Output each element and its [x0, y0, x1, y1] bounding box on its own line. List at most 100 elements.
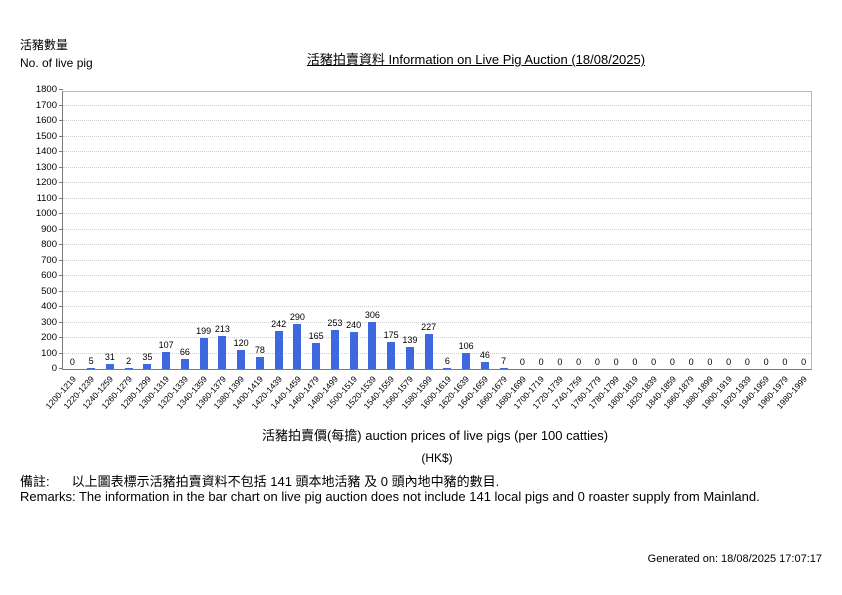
gridline: [63, 104, 811, 106]
bar-value-label: 46: [479, 350, 490, 360]
y-tick-mark: [59, 368, 63, 369]
bar-value-label: 253: [327, 318, 343, 328]
bar: [218, 336, 227, 369]
bar-value-label: 0: [632, 357, 638, 367]
bar-value-label: 78: [254, 345, 265, 355]
gridline: [63, 259, 811, 261]
bar-value-label: 0: [726, 357, 732, 367]
y-tick-label: 100: [41, 347, 57, 359]
bar-value-label: 107: [158, 340, 174, 350]
bar-value-label: 175: [383, 330, 399, 340]
bar: [274, 331, 283, 369]
remark-en: Remarks: The information in the bar char…: [20, 489, 760, 504]
y-tick-mark: [59, 244, 63, 245]
y-tick-label: 400: [41, 301, 57, 312]
bar-value-label: 0: [782, 357, 788, 367]
bar-value-label: 0: [538, 357, 544, 367]
bar-value-label: 2: [126, 356, 132, 366]
y-tick-label: 600: [41, 270, 57, 281]
y-tick-mark: [59, 213, 63, 214]
bar-value-label: 0: [651, 357, 657, 367]
x-axis-title: 活豬拍賣價(每擔) auction prices of live pigs (p…: [261, 428, 609, 443]
gridline: [63, 182, 811, 183]
gridline: [63, 135, 811, 137]
remark-zh-label: 備註:: [20, 474, 50, 489]
bar-value-label: 0: [519, 357, 525, 367]
y-tick-label: 1600: [35, 115, 57, 126]
bar-value-label: 106: [458, 341, 474, 351]
bar: [105, 364, 114, 369]
y-tick-label: 1500: [35, 130, 57, 142]
bar: [124, 368, 133, 369]
gridline: [63, 228, 811, 230]
bar-value-label: 0: [557, 357, 563, 367]
gridline: [63, 306, 811, 307]
bar: [199, 338, 208, 369]
remark-zh-text: 以上圖表標示活豬拍賣資料不包括 141 頭本地活豬 及 0 頭內地中豬的數目.: [71, 474, 500, 489]
gridline: [63, 151, 811, 152]
bar-value-label: 227: [421, 322, 437, 332]
y-tick-label: 300: [41, 316, 57, 328]
y-tick-label: 1400: [35, 146, 57, 157]
y-tick-mark: [59, 259, 63, 261]
gridline: [63, 213, 811, 214]
y-tick-label: 1800: [35, 84, 57, 95]
bar-value-label: 7: [501, 356, 507, 366]
y-tick-label: 0: [51, 363, 57, 374]
gridline: [63, 244, 811, 245]
gridline: [63, 120, 811, 121]
y-tick-label: 1200: [35, 177, 57, 188]
y-tick-label: 900: [41, 223, 57, 235]
y-tick-mark: [59, 120, 63, 121]
x-axis-unit: (HK$): [421, 451, 453, 465]
y-tick-label: 500: [41, 285, 57, 297]
bar-value-label: 0: [763, 357, 769, 367]
bar: [293, 324, 302, 369]
bar: [405, 347, 414, 369]
gridline: [63, 166, 811, 168]
bar: [237, 350, 246, 369]
y-tick-mark: [59, 182, 63, 183]
bar-value-label: 0: [744, 357, 750, 367]
bar-value-label: 0: [69, 357, 75, 367]
gridlines-layer: [63, 92, 811, 369]
y-tick-label: 1300: [35, 161, 57, 173]
bar-value-label: 240: [346, 320, 362, 330]
y-tick-mark: [59, 104, 63, 106]
bar-value-label: 5: [88, 356, 94, 366]
bar-value-label: 213: [214, 324, 230, 334]
gridline: [63, 290, 811, 292]
bar-value-label: 242: [271, 319, 287, 329]
bars-layer: 0 5 31 2 35 107 66 199 213 120 78 242 290 165 253 240 30…: [63, 92, 811, 369]
y-tick-label: 1000: [35, 208, 57, 219]
bar: [387, 342, 396, 369]
bar: [330, 330, 339, 369]
y-axis-layer: 0 100 200 300 400 500 600 700 800 900 1000 1100 1200…: [36, 84, 811, 374]
bar-value-label: 0: [613, 357, 619, 367]
bar-value-label: 139: [402, 335, 418, 345]
bar: [480, 362, 489, 369]
y-tick-label: 200: [41, 332, 57, 343]
gridline: [63, 337, 811, 338]
bar-value-label: 0: [576, 357, 582, 367]
bar-value-label: 31: [104, 352, 115, 362]
bar-value-label: 165: [308, 331, 324, 341]
y-tick-mark: [59, 135, 63, 137]
bar-value-label: 120: [233, 338, 249, 348]
gridline: [63, 321, 811, 323]
y-tick-mark: [59, 151, 63, 152]
y-tick-label: 1700: [35, 99, 57, 111]
y-axis-header: 活豬數量 No. of live pig: [20, 36, 93, 72]
bar: [443, 368, 452, 369]
bar: [424, 334, 433, 369]
y-axis-header-zh: 活豬數量: [20, 38, 69, 52]
bar-value-label: 0: [707, 357, 713, 367]
y-tick-label: 800: [41, 239, 57, 250]
bar: [499, 368, 508, 369]
bar: [87, 368, 96, 369]
gridline: [63, 352, 811, 354]
generated-on-timestamp: Generated on: 18/08/2025 17:07:17: [647, 553, 822, 565]
bar-value-label: 66: [179, 347, 190, 357]
bar: [368, 322, 377, 369]
